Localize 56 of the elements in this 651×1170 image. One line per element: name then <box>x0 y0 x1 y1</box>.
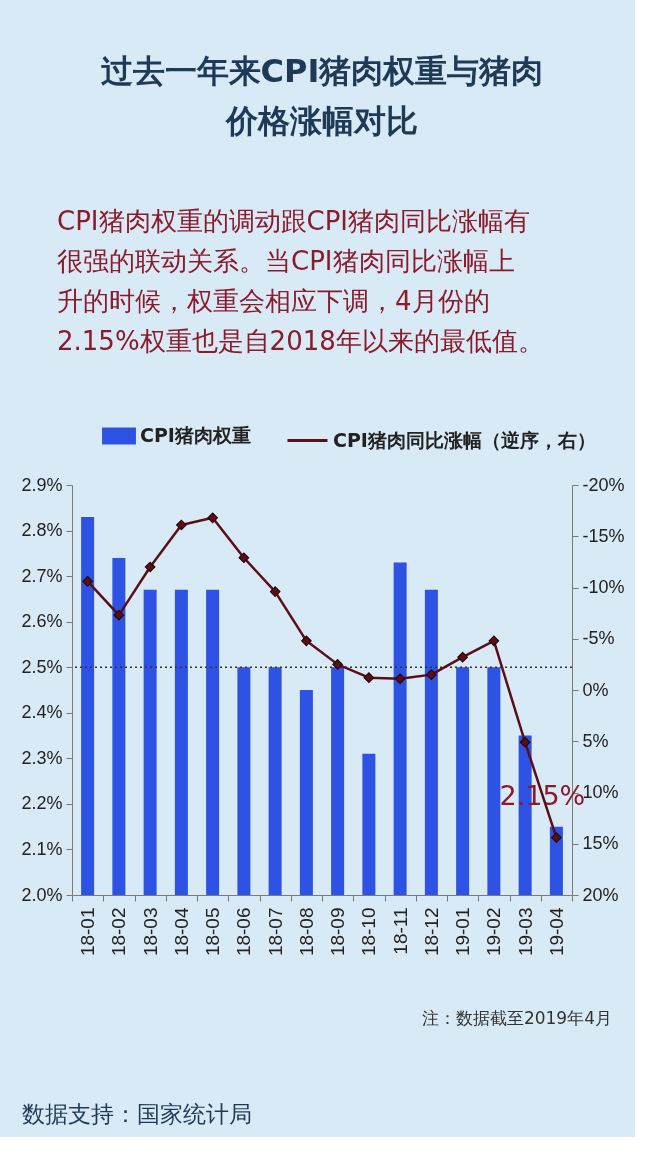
y-tick-label: 2.4% <box>21 702 63 723</box>
y2-tick-label: -10% <box>582 577 625 597</box>
point <box>144 561 156 573</box>
x-tick-label: 18-12 <box>420 907 442 957</box>
x-tick-label: 19-01 <box>452 907 474 957</box>
point <box>82 576 93 587</box>
y-tick-label: 2.8% <box>21 520 63 541</box>
y-tick-label: 2.5% <box>21 656 63 677</box>
y2-tick-label: -15% <box>582 525 625 546</box>
x-tick-label: 18-07 <box>264 907 286 957</box>
x-tick-label: 18-08 <box>295 907 317 957</box>
y2-tick-label: 20% <box>582 884 619 905</box>
y-tick-label: 2.6% <box>21 611 63 632</box>
x-tick-label: 18-03 <box>139 907 161 957</box>
y-tick-label: 2.2% <box>21 793 63 814</box>
point <box>363 672 375 684</box>
x-tick-label: 19-02 <box>483 907 505 957</box>
y2-tick-label: -20% <box>582 474 625 495</box>
point <box>332 659 343 670</box>
y-tick-label: 2.1% <box>21 838 63 859</box>
point <box>176 519 187 531</box>
legend-label: CPI猪肉同比涨幅（逆序，右） <box>333 428 596 451</box>
text: 数据支持：国家统计局 <box>22 1101 252 1127</box>
x-tick-label: 18-11 <box>389 907 411 955</box>
x-tick-label: 18-01 <box>77 907 99 957</box>
point <box>207 512 218 524</box>
text: 注：数据截至2019年4月 <box>421 1008 612 1028</box>
y-tick-label: 2.3% <box>21 747 63 768</box>
y-tick-label: 2.0% <box>21 884 63 905</box>
point <box>457 651 468 663</box>
y2-tick-label: 5% <box>582 730 609 751</box>
legend-label: CPI猪肉权重 <box>140 424 251 446</box>
y2-tick-label: -5% <box>582 628 615 649</box>
x-tick-label: 18-02 <box>108 907 130 957</box>
point <box>238 552 250 564</box>
chart-subtitle: CPI猪肉权重的调动跟CPI猪肉同比涨幅有很强的联动关系。当CPI猪肉同比涨幅上升的时候，权重会相应下调，4月份的2.15%权重也是自2018年以来的最低值。 <box>57 206 544 356</box>
point <box>426 669 437 680</box>
x-tick-label: 19-03 <box>514 907 536 957</box>
y2-tick-label: 0% <box>582 679 609 700</box>
y2-tick-label: 15% <box>582 833 619 854</box>
y-tick-label: 2.9% <box>21 474 63 495</box>
x-tick-label: 19-04 <box>545 907 567 957</box>
x-tick-label: 18-05 <box>202 907 224 957</box>
point <box>394 673 406 685</box>
x-tick-label: 18-06 <box>233 907 255 957</box>
chart-title: 过去一年来CPI猪肉权重与猪肉价格涨幅对比 <box>100 52 544 140</box>
point <box>301 635 312 647</box>
point <box>551 832 562 843</box>
point <box>113 609 125 621</box>
point <box>488 635 500 647</box>
y-tick-label: 2.7% <box>21 565 63 586</box>
x-tick-label: 18-10 <box>358 907 380 957</box>
point <box>519 736 531 748</box>
x-tick-label: 18-09 <box>327 907 349 957</box>
x-tick-label: 18-04 <box>170 907 192 957</box>
point <box>269 586 281 597</box>
